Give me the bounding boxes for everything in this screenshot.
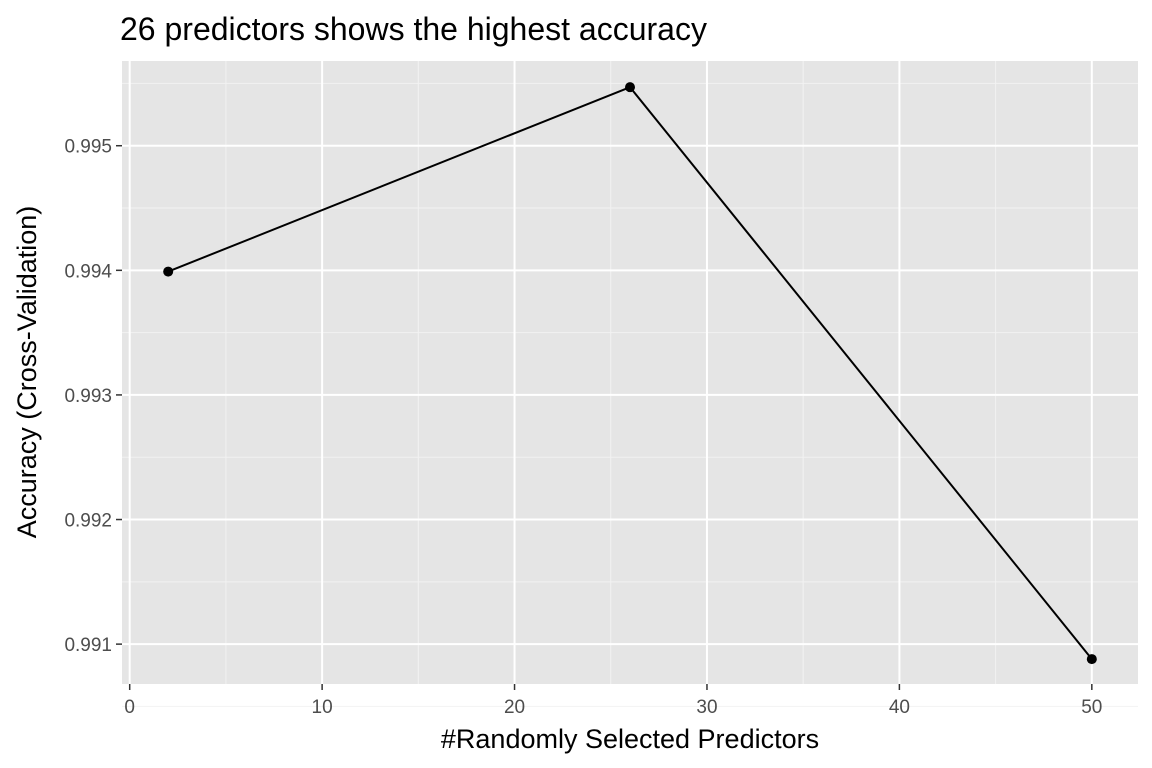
y-tick-label: 0.992 bbox=[64, 511, 112, 532]
x-axis-title: #Randomly Selected Predictors bbox=[441, 724, 819, 754]
data-point bbox=[625, 82, 635, 93]
y-tick-label: 0.993 bbox=[64, 386, 112, 407]
minor-gridlines bbox=[122, 61, 1138, 707]
x-tick-label: 30 bbox=[696, 697, 717, 718]
plot-panel bbox=[122, 61, 1138, 684]
y-tick-label: 0.991 bbox=[64, 635, 112, 656]
x-tick-label: 50 bbox=[1081, 697, 1102, 718]
x-tick-label: 0 bbox=[124, 697, 135, 718]
y-tick-label: 0.995 bbox=[64, 137, 112, 158]
x-axis: 0 10 20 30 40 50 bbox=[124, 684, 1102, 718]
major-gridlines bbox=[122, 61, 1138, 684]
x-tick-label: 40 bbox=[889, 697, 910, 718]
series-layer bbox=[163, 82, 1097, 665]
y-tick-label: 0.994 bbox=[64, 261, 112, 282]
y-axis: 0.991 0.992 0.993 0.994 0.995 bbox=[64, 137, 122, 656]
x-tick-label: 10 bbox=[312, 697, 333, 718]
data-point bbox=[1086, 654, 1097, 665]
data-point bbox=[163, 266, 174, 277]
y-axis-title: Accuracy (Cross-Validation) bbox=[12, 206, 42, 539]
x-tick-label: 20 bbox=[504, 697, 525, 718]
chart-title: 26 predictors shows the highest accuracy bbox=[120, 11, 707, 47]
